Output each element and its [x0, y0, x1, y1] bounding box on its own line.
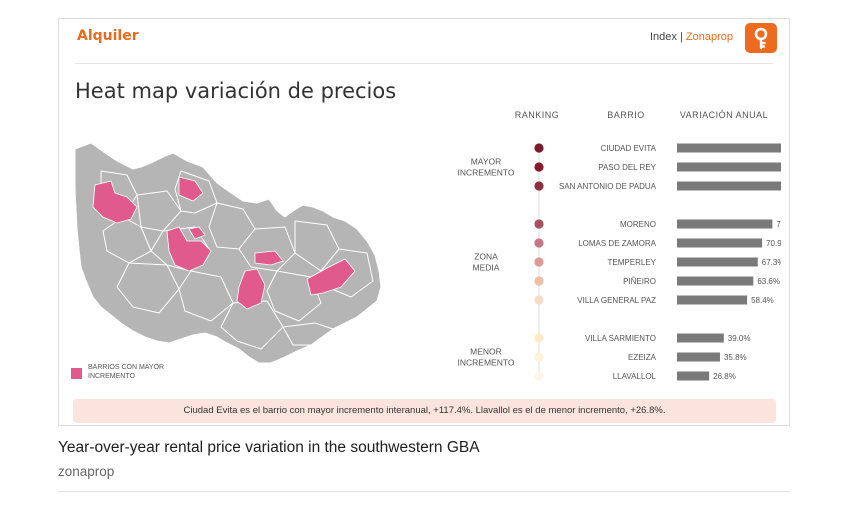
map-highlights	[92, 176, 356, 310]
barrio-label: EZEIZA	[628, 353, 657, 362]
bar	[677, 276, 754, 286]
chart-card: Alquiler Index | Zonaprop Heat map varia…	[58, 18, 790, 426]
barrio-label: PIÑEIRO	[623, 277, 656, 286]
index-label: Index | Zonaprop	[650, 31, 733, 43]
highlight-region-2	[178, 176, 204, 202]
value-label: 79.5%	[776, 220, 781, 229]
bar	[677, 333, 724, 343]
highlight-region-1	[92, 180, 138, 224]
bar	[677, 162, 781, 172]
map-base	[74, 142, 382, 364]
value-label: 63.6%	[757, 277, 780, 286]
ranking-dot	[534, 238, 544, 248]
brand-label: Alquiler	[77, 28, 139, 44]
figure-credit: zonaprop	[58, 464, 115, 479]
group-label: ZONA	[474, 252, 498, 262]
group-label: MEDIA	[473, 263, 500, 273]
index-brand: Zonaprop	[685, 31, 733, 43]
barrio-label: PASO DEL REY	[598, 163, 656, 172]
highlight-region-7	[306, 258, 356, 296]
barrio-label: VILLA SARMIENTO	[585, 334, 656, 343]
group-label: MENOR	[470, 347, 502, 357]
bar	[677, 143, 781, 153]
ranking-dot	[534, 219, 544, 229]
bar	[677, 219, 773, 229]
ranking-dot	[534, 143, 544, 153]
heat-map	[74, 142, 382, 364]
ranking-dot	[534, 257, 544, 267]
highlight-region-5	[236, 268, 266, 310]
bar	[677, 257, 758, 267]
column-header: RANKING	[515, 110, 560, 120]
value-label: 35.8%	[724, 353, 747, 362]
bar	[677, 238, 763, 248]
column-header: BARRIO	[607, 110, 645, 120]
bar	[677, 371, 710, 381]
ranking-dot	[534, 371, 544, 381]
chart-title: Heat map variación de precios	[75, 79, 397, 103]
value-label: 26.8%	[713, 372, 736, 381]
group-label: INCREMENTO	[458, 358, 515, 368]
index-prefix: Index	[650, 31, 677, 43]
value-label: 58.4%	[751, 296, 774, 305]
legend-swatch	[71, 368, 82, 379]
group-label: MAYOR	[471, 157, 502, 167]
ranking-chart: RANKING BARRIO VARIACIÓN ANUALMAYORINCREME…	[458, 110, 781, 381]
barrio-label: SAN ANTONIO DE PADUA	[559, 182, 657, 191]
highlight-region-6	[254, 250, 284, 266]
barrio-label: CIUDAD EVITA	[601, 144, 657, 153]
value-label: 70.9%	[766, 239, 781, 248]
ranking-dot	[534, 352, 544, 362]
value-label: 67.3%	[762, 258, 781, 267]
figure-caption: Year-over-year rental price variation in…	[58, 439, 480, 456]
group-label: INCREMENTO	[458, 168, 515, 178]
ranking-dot	[534, 181, 544, 191]
ranking-dot	[534, 162, 544, 172]
column-header: VARIACIÓN ANUAL	[680, 110, 768, 120]
ranking-dot	[534, 276, 544, 286]
bar	[677, 352, 720, 362]
index-separator: |	[679, 31, 683, 43]
barrio-label: VILLA GENERAL PAZ	[577, 296, 656, 305]
value-label: 39.0%	[728, 334, 751, 343]
ranking-dot	[534, 295, 544, 305]
highlight-region-4	[188, 226, 206, 240]
ranking-dot	[534, 333, 544, 343]
caption-divider	[58, 491, 790, 492]
barrio-label: LOMAS DE ZAMORA	[578, 239, 656, 248]
bar	[677, 181, 781, 191]
summary-note: Ciudad Evita es el barrio con mayor incr…	[73, 399, 776, 423]
barrio-label: LLAVALLOL	[613, 372, 657, 381]
zonaprop-logo-icon	[745, 23, 777, 53]
legend-label: BARRIOS CON MAYOR INCREMENTO	[88, 364, 165, 380]
header-divider	[75, 63, 773, 64]
highlight-region-3	[166, 226, 212, 272]
bar	[677, 295, 748, 305]
barrio-label: TEMPERLEY	[608, 258, 657, 267]
barrio-label: MORENO	[620, 220, 656, 229]
